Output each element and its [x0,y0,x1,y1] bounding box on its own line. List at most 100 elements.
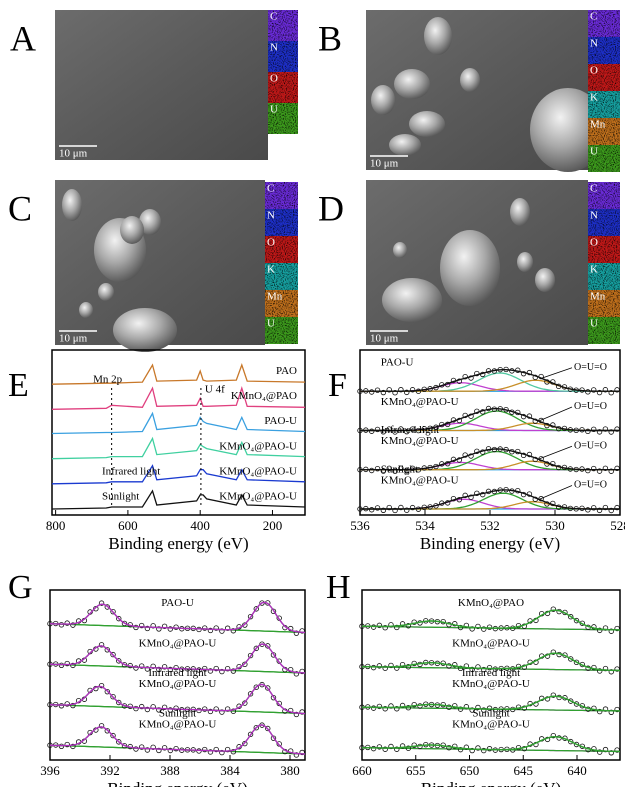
spectrum-label: Infrared light [462,667,520,679]
annotation-pointer [538,485,573,501]
map-noise [588,10,620,37]
raw-point [293,752,300,758]
x-axis-label: Binding energy (eV) [107,779,247,787]
spectrum-label: KMnO₄@PAO [458,597,524,609]
raw-point [463,663,470,669]
annotation: O=U=O [574,401,607,412]
x-tick-label: 384 [220,763,240,778]
raw-point [392,507,398,514]
raw-point [405,705,412,711]
raw-point [368,428,375,434]
raw-point [475,623,481,630]
spectrum-line [51,411,306,435]
raw-point [224,665,231,672]
x-tick-label: 640 [567,763,587,778]
series-label: PAO-U [264,415,297,427]
annotation-pointer [538,406,573,422]
fit-envelope [361,609,621,631]
raw-point [150,744,156,750]
raw-point [573,617,580,624]
raw-point [110,608,116,615]
raw-point [602,746,609,753]
spectrum-label: Sunlight [381,463,418,475]
raw-point [597,668,603,674]
raw-point [462,492,468,499]
fit-envelope [361,652,621,672]
fit-component [361,609,621,631]
element-label: O [270,73,278,85]
raw-point [585,467,591,474]
series-label: KMnO₄@PAO [231,390,297,402]
raw-point [110,651,116,658]
map-noise [265,290,298,317]
raw-point [380,429,387,435]
raw-point [614,504,620,511]
raw-point [608,429,614,435]
panel-letter: H [326,569,351,606]
annotation: O=U=O [574,440,607,451]
raw-point [133,665,139,671]
condition-label: Sunlight [102,491,139,503]
raw-point [411,742,417,748]
raw-point [64,660,70,667]
raw-point [468,494,474,500]
spectrum-label: Sunlight [159,707,196,719]
raw-point [213,706,219,712]
raw-point [380,507,387,513]
raw-point [167,626,174,632]
raw-point [463,744,470,750]
fit-envelope [360,489,620,510]
panel-letter: G [8,569,33,606]
raw-point [394,746,400,752]
element-label: C [590,183,597,195]
raw-point [405,623,412,629]
raw-point [452,662,458,668]
fit-component [360,498,620,510]
raw-point [299,628,305,634]
x-tick-label: 380 [280,763,300,778]
particle [79,302,93,318]
raw-point [486,665,493,671]
raw-point [219,628,225,634]
raw-point [591,387,597,393]
raw-point [392,468,398,474]
raw-point [469,666,475,673]
raw-point [138,703,145,710]
x-tick-label: 200 [263,518,283,533]
raw-point [602,665,609,672]
sem-image [55,10,268,160]
fit-envelope [49,683,306,715]
raw-point [614,666,620,672]
raw-point [399,661,406,668]
raw-point [374,505,381,511]
raw-point [144,625,151,632]
plot-frame [49,589,306,761]
raw-point [207,627,214,634]
raw-point [276,658,282,664]
raw-point [299,749,305,756]
raw-point [374,426,381,433]
particle [440,230,500,306]
map-noise [588,145,620,172]
raw-point [293,671,300,677]
raw-point [270,735,277,741]
raw-point [388,703,394,709]
spectrum-label: KMnO₄@PAO-U [381,396,459,408]
raw-point [270,694,277,701]
raw-point [242,740,248,747]
raw-point [224,706,231,712]
series-label: PAO [276,365,297,377]
raw-point [469,626,475,632]
panel-letter: A [10,18,36,58]
raw-point [242,622,248,628]
raw-point [368,507,375,513]
raw-point [70,702,76,709]
raw-point [202,625,208,631]
raw-point [614,465,620,472]
raw-point [161,745,168,751]
particle [394,69,430,99]
raw-point [219,749,225,756]
raw-point [380,389,387,396]
raw-point [602,387,609,393]
